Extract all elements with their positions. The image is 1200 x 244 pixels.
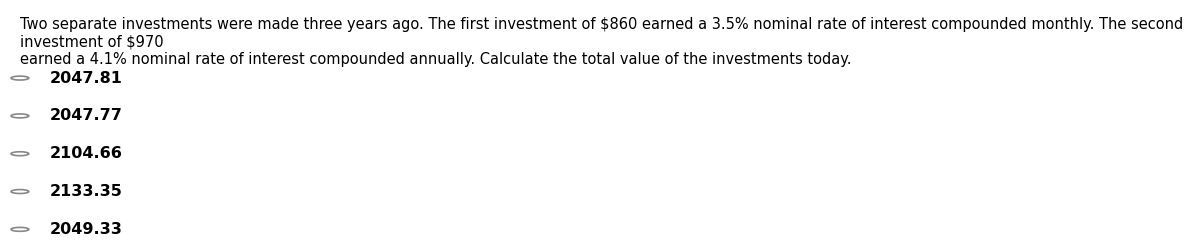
Text: 2049.33: 2049.33 — [49, 222, 122, 237]
Text: Two separate investments were made three years ago. The first investment of $860: Two separate investments were made three… — [20, 17, 1183, 67]
Text: 2104.66: 2104.66 — [49, 146, 122, 161]
Text: 2133.35: 2133.35 — [49, 184, 122, 199]
Text: 2047.81: 2047.81 — [49, 71, 122, 86]
Text: 2047.77: 2047.77 — [49, 108, 122, 123]
